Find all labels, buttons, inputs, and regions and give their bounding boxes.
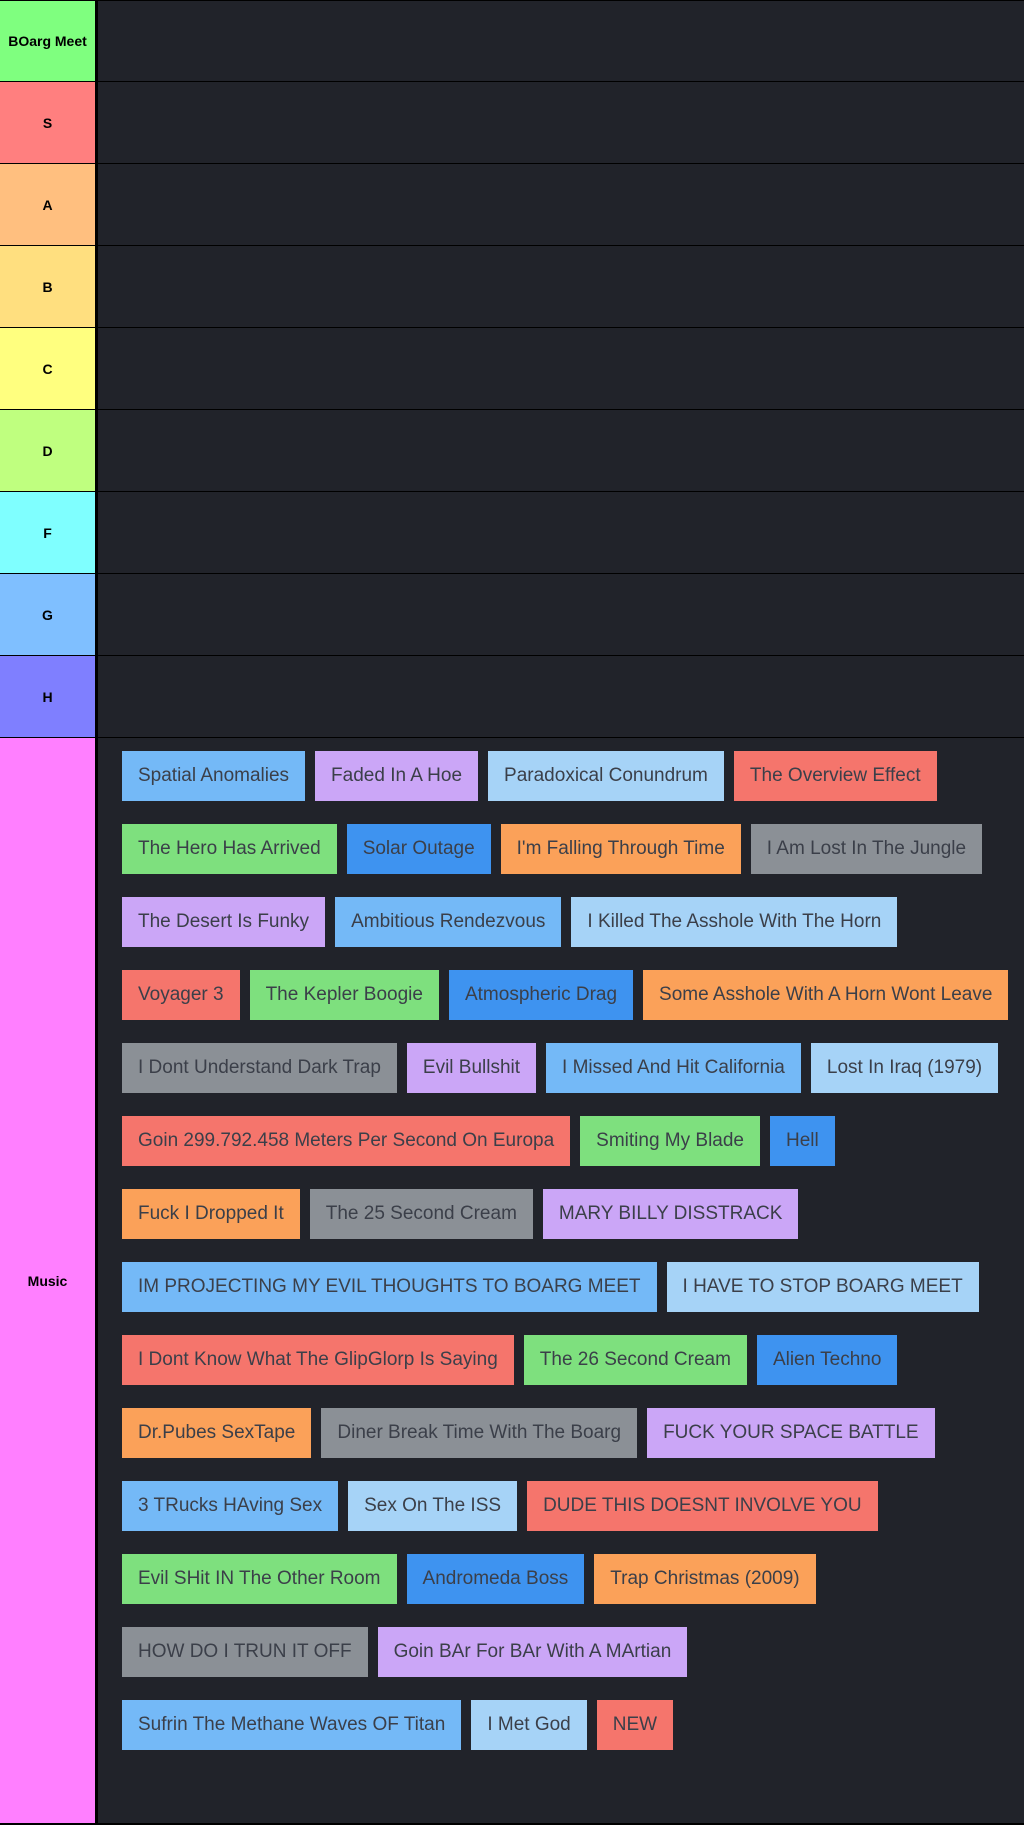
tier-item[interactable]: The 26 Second Cream [523, 1335, 747, 1385]
tier-item[interactable]: I Met God [471, 1700, 587, 1750]
tier-item[interactable]: MARY BILLY DISSTRACK [542, 1189, 799, 1239]
tier-item[interactable]: Sex On The ISS [348, 1481, 518, 1531]
tier-item[interactable]: Faded In A Hoe [315, 751, 479, 801]
tier-row-boarg-meet: BOarg Meet [0, 0, 1024, 82]
tier-row-b: B [0, 246, 1024, 328]
tier-item[interactable]: I'm Falling Through Time [500, 824, 741, 874]
tier-item[interactable]: The Desert Is Funky [122, 897, 326, 947]
tier-drop-zone[interactable] [98, 328, 1024, 409]
tier-item[interactable]: Solar Outage [346, 824, 491, 874]
tier-row-a: A [0, 164, 1024, 246]
tier-label[interactable]: B [0, 246, 98, 327]
tier-item[interactable]: FUCK YOUR SPACE BATTLE [647, 1408, 935, 1458]
tier-item[interactable]: Trap Christmas (2009) [594, 1554, 816, 1604]
tier-item[interactable]: IM PROJECTING MY EVIL THOUGHTS TO BOARG … [122, 1262, 657, 1312]
tier-label[interactable]: A [0, 164, 98, 245]
music-item-pool[interactable]: Spatial Anomalies Faded In A Hoe Paradoxic… [98, 738, 1024, 1823]
tier-label[interactable]: C [0, 328, 98, 409]
tier-item[interactable]: Fuck I Dropped It [122, 1189, 300, 1239]
tier-item[interactable]: Evil SHit IN The Other Room [122, 1554, 397, 1604]
tier-label[interactable]: BOarg Meet [0, 1, 98, 81]
tier-label[interactable]: S [0, 82, 98, 163]
tier-item[interactable]: 3 TRucks HAving Sex [122, 1481, 339, 1531]
tier-item[interactable]: I Am Lost In The Jungle [750, 824, 983, 874]
tier-label[interactable]: D [0, 410, 98, 491]
tier-row-h: H [0, 656, 1024, 738]
tier-row-d: D [0, 410, 1024, 492]
tier-item[interactable]: HOW DO I TRUN IT OFF [122, 1627, 368, 1677]
tier-item[interactable]: Some Asshole With A Horn Wont Leave [643, 970, 1009, 1020]
tier-item[interactable]: I Dont Understand Dark Trap [122, 1043, 397, 1093]
tier-drop-zone[interactable] [98, 656, 1024, 737]
tier-item[interactable]: Andromeda Boss [406, 1554, 585, 1604]
tier-item[interactable]: Sufrin The Methane Waves OF Titan [122, 1700, 462, 1750]
tier-item[interactable]: I Killed The Asshole With The Horn [571, 897, 898, 947]
tier-row-c: C [0, 328, 1024, 410]
tier-item[interactable]: NEW [596, 1700, 674, 1750]
tier-item[interactable]: Goin 299.792.458 Meters Per Second On Eu… [122, 1116, 571, 1166]
tier-row-music: Music Spatial Anomalies Faded In A Hoe Par… [0, 738, 1024, 1824]
tier-item[interactable]: Spatial Anomalies [122, 751, 306, 801]
tier-item[interactable]: Evil Bullshit [406, 1043, 537, 1093]
tier-item[interactable]: Ambitious Rendezvous [335, 897, 562, 947]
tier-item[interactable]: Dr.Pubes SexTape [122, 1408, 312, 1458]
tier-item[interactable]: Goin BAr For BAr With A MArtian [377, 1627, 688, 1677]
tier-item[interactable]: I Missed And Hit California [546, 1043, 801, 1093]
tier-item[interactable]: Hell [770, 1116, 835, 1166]
tier-item[interactable]: The Hero Has Arrived [122, 824, 337, 874]
tier-drop-zone[interactable] [98, 164, 1024, 245]
tier-item[interactable]: Lost In Iraq (1979) [810, 1043, 999, 1093]
tier-row-g: G [0, 574, 1024, 656]
tier-item[interactable]: Diner Break Time With The Boarg [321, 1408, 638, 1458]
tier-drop-zone[interactable] [98, 492, 1024, 573]
tier-drop-zone[interactable] [98, 574, 1024, 655]
tier-item[interactable]: DUDE THIS DOESNT INVOLVE YOU [527, 1481, 878, 1531]
tier-item[interactable]: The Overview Effect [733, 751, 937, 801]
tier-drop-zone[interactable] [98, 246, 1024, 327]
tier-item[interactable]: I HAVE TO STOP BOARG MEET [666, 1262, 979, 1312]
tier-item[interactable]: I Dont Know What The GlipGlorp Is Saying [122, 1335, 514, 1385]
tier-item[interactable]: Smiting My Blade [580, 1116, 760, 1166]
tier-item[interactable]: Atmospheric Drag [448, 970, 634, 1020]
tier-drop-zone[interactable] [98, 82, 1024, 163]
tier-label[interactable]: F [0, 492, 98, 573]
tier-item[interactable]: The Kepler Boogie [249, 970, 439, 1020]
tier-item[interactable]: Alien Techno [756, 1335, 898, 1385]
tier-drop-zone[interactable] [98, 1, 1024, 81]
tier-row-s: S [0, 82, 1024, 164]
tier-item[interactable]: The 25 Second Cream [309, 1189, 533, 1239]
tier-item[interactable]: Paradoxical Conundrum [488, 751, 724, 801]
tier-drop-zone[interactable] [98, 410, 1024, 491]
tier-label[interactable]: H [0, 656, 98, 737]
tier-label-music[interactable]: Music [0, 738, 98, 1823]
tier-item[interactable]: Voyager 3 [122, 970, 240, 1020]
tier-label[interactable]: G [0, 574, 98, 655]
tier-row-f: F [0, 492, 1024, 574]
